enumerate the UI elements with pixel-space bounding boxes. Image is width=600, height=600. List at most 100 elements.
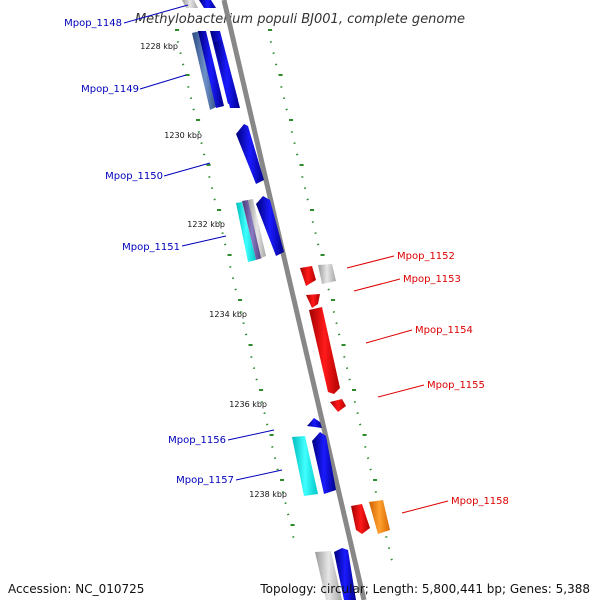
tick-label: 1236 kbp <box>229 400 267 409</box>
track-dot <box>369 468 372 471</box>
track-dot <box>210 187 214 190</box>
gene-arrow-mpop-1156[interactable] <box>307 418 322 428</box>
track-dot <box>274 63 278 66</box>
track-dot <box>281 490 285 493</box>
track-dot <box>202 153 206 156</box>
gene-arrow-flanking-gray-bottom <box>315 551 342 600</box>
gene-arrow-mpop-1154[interactable] <box>309 307 340 394</box>
track-dot <box>314 232 317 235</box>
gene-arrow-mpop-1155[interactable] <box>330 399 346 412</box>
gene-arrow-mpop-1151-c[interactable] <box>248 199 266 258</box>
track-dot <box>276 468 279 471</box>
track-dot <box>272 52 275 55</box>
tick-label: 1232 kbp <box>187 220 225 229</box>
gene-label-mpop-1157[interactable]: Mpop_1157 <box>176 475 234 486</box>
track-dot <box>316 243 320 246</box>
track-dot <box>348 378 351 381</box>
track-dot <box>181 63 185 66</box>
track-dot <box>213 198 216 201</box>
gene-arrow-mpop-1158[interactable] <box>351 504 370 534</box>
track-dot <box>218 220 222 223</box>
track-dot <box>239 310 243 313</box>
gene-arrow-mpop-1151-d[interactable] <box>256 196 284 256</box>
gene-arrow-mpop-1151-b[interactable] <box>242 200 262 260</box>
gene-label-mpop-1152[interactable]: Mpop_1152 <box>397 251 455 262</box>
gene-label-mpop-1151[interactable]: Mpop_1151 <box>122 242 180 253</box>
track-dot <box>255 378 258 381</box>
tick-label: 1228 kbp <box>140 42 178 51</box>
tick-label: 1230 kbp <box>164 131 202 140</box>
dotted-tracks <box>175 29 393 561</box>
track-dot <box>311 220 315 223</box>
gene-arrow-mpop-1152[interactable] <box>300 266 316 286</box>
track-dot <box>189 97 193 100</box>
tick-label: 1238 kbp <box>249 490 287 499</box>
track-dot <box>295 153 299 156</box>
gene-arrow-mpop-1157[interactable] <box>292 436 318 496</box>
genome-backbone <box>221 0 367 600</box>
track-dot <box>353 400 357 403</box>
gene-arrow-mpop-1153[interactable] <box>306 294 320 308</box>
gene-label-mpop-1149[interactable]: Mpop_1149 <box>81 84 139 95</box>
leader-line-mpop-1155 <box>377 384 425 398</box>
tick-label: 1234 kbp <box>209 310 247 319</box>
track-dot <box>197 130 201 133</box>
leader-line-mpop-1156 <box>227 429 275 441</box>
gene-label-mpop-1148[interactable]: Mpop_1148 <box>64 18 122 29</box>
track-dot <box>192 108 195 111</box>
gene-label-mpop-1155[interactable]: Mpop_1155 <box>427 380 485 391</box>
genome-summary-text: Topology: circular; Length: 5,800,441 bp… <box>260 582 590 596</box>
track-dot <box>282 97 286 100</box>
track-dot <box>356 412 359 415</box>
leader-line-mpop-1148 <box>123 4 189 24</box>
track-dot <box>200 142 203 145</box>
track-dot <box>271 445 274 448</box>
track-dot <box>280 85 283 88</box>
track-dot <box>176 40 180 43</box>
track-dot <box>187 85 190 88</box>
track-dot <box>284 502 287 505</box>
gene-arrow-mpop-1158-orange[interactable] <box>369 500 390 534</box>
gene-arrow-flanking-gray <box>182 0 198 8</box>
gene-arrow-mpop-1157-b[interactable] <box>312 432 336 494</box>
track-dot <box>269 40 273 43</box>
track-dot <box>332 310 336 313</box>
track-dot <box>250 355 253 358</box>
track-dot <box>265 423 269 426</box>
track-dot <box>290 130 294 133</box>
gene-arrow-mpop-1151[interactable] <box>236 202 256 262</box>
track-dot <box>263 412 266 415</box>
gene-label-mpop-1150[interactable]: Mpop_1150 <box>105 171 163 182</box>
gene-arrow-mpop-1148[interactable] <box>199 0 216 8</box>
track-dot <box>231 277 235 280</box>
scale-ticks: 1228 kbp 1230 kbp 1232 kbp 1234 kbp 1236… <box>140 42 287 499</box>
track-dot <box>293 142 296 145</box>
track-dot <box>327 288 330 291</box>
gene-arrow-mpop-1149-b[interactable] <box>198 31 224 108</box>
track-dot <box>223 243 227 246</box>
track-dot <box>285 108 288 111</box>
track-dot <box>234 288 237 291</box>
gene-label-mpop-1156[interactable]: Mpop_1156 <box>168 435 226 446</box>
track-dot <box>273 457 277 460</box>
track-dot <box>343 355 346 358</box>
gene-arrow-mpop-1149-d[interactable] <box>214 40 240 108</box>
track-dot <box>337 333 341 336</box>
leader-line-mpop-1150 <box>163 162 211 177</box>
map-title: Methylobacterium populi BJ001, complete … <box>135 12 465 27</box>
track-dot <box>385 535 388 538</box>
gene-label-mpop-1158[interactable]: Mpop_1158 <box>451 496 509 507</box>
track-dot <box>345 367 349 370</box>
track-dot <box>366 457 370 460</box>
track-dot <box>286 513 290 516</box>
track-dot <box>221 232 224 235</box>
track-dot <box>179 52 182 55</box>
plus-strand-genes <box>300 264 390 534</box>
gene-label-mpop-1153[interactable]: Mpop_1153 <box>403 274 461 285</box>
gene-arrow-mpop-1152-gray <box>318 264 336 284</box>
gene-arrow-mpop-1149[interactable] <box>192 31 218 110</box>
gene-label-mpop-1154[interactable]: Mpop_1154 <box>415 325 473 336</box>
leader-line-mpop-1149 <box>139 74 187 90</box>
gene-arrow-mpop-1150[interactable] <box>236 124 264 184</box>
track-dot <box>303 187 307 190</box>
